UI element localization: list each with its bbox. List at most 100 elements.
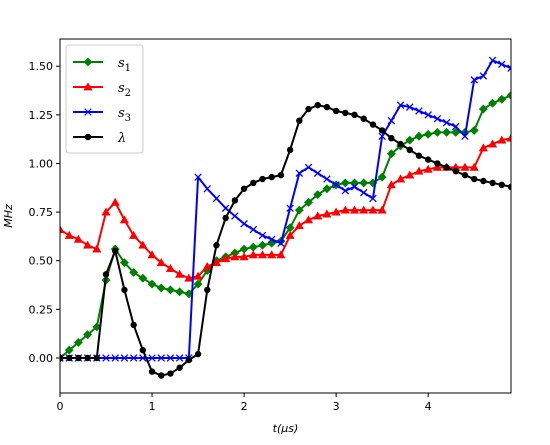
series-1-point	[239, 244, 249, 254]
series-4-point	[185, 356, 193, 364]
series-4-point	[305, 105, 312, 113]
series-4-point	[167, 370, 174, 377]
series-2-point	[423, 164, 433, 173]
series-4-point	[434, 160, 441, 167]
y-axis: 0.00 0.25 0.50 0.75 1.00 1.25 1.50	[29, 60, 60, 365]
series-2-point	[129, 230, 139, 239]
legend-label-subscript: 3	[125, 113, 131, 124]
series-2-point	[82, 240, 93, 249]
series-2-point	[184, 273, 194, 282]
series-3-point	[313, 169, 322, 177]
series-1-point	[294, 205, 304, 215]
series-4-point	[360, 115, 367, 122]
series-4-point	[213, 241, 220, 249]
legend-entry-4: λ	[73, 131, 126, 146]
series-4-point	[415, 152, 423, 159]
series-2-point	[138, 240, 148, 249]
series-2-point	[64, 230, 74, 239]
x-tick-label: 0	[57, 400, 64, 413]
series-4-point	[507, 183, 511, 191]
series-3-point	[350, 183, 359, 191]
series-3-point	[277, 239, 285, 247]
y-tick-label: 1.25	[29, 109, 54, 122]
series-2	[60, 133, 511, 282]
series-3-point	[387, 116, 396, 125]
series-4	[60, 101, 511, 379]
series-2-point	[202, 261, 212, 270]
series-4-point	[296, 117, 303, 124]
series-2-point	[147, 250, 157, 259]
series-4-point	[480, 177, 487, 185]
series-4-point	[176, 364, 183, 371]
series-2-point	[294, 221, 304, 230]
series-3-point	[231, 212, 239, 220]
series-1-point	[442, 127, 452, 137]
legend-label-subscript: 1	[125, 63, 131, 74]
series-2-point	[359, 205, 369, 214]
series-1-point	[73, 337, 83, 347]
series-3-point	[479, 72, 488, 80]
series-1-point	[175, 287, 185, 297]
series-4-point	[332, 107, 340, 115]
legend-marker	[83, 57, 93, 67]
series-3-point	[405, 103, 414, 111]
series-1-point	[478, 104, 488, 114]
series-1-point	[257, 240, 268, 250]
series-1-point	[469, 125, 479, 135]
series-2-point	[377, 205, 387, 214]
series-1-point	[313, 190, 323, 200]
legend-marker	[84, 133, 92, 141]
series-4-point	[102, 271, 110, 278]
series-2-point	[221, 254, 231, 263]
x-tick-label: 1	[149, 400, 156, 413]
series-4-point	[452, 168, 459, 175]
series-3-point	[332, 181, 340, 189]
series-3-point	[111, 354, 119, 362]
series-1-point	[405, 135, 415, 145]
series-4-point	[148, 368, 156, 375]
series-1-point	[129, 267, 139, 277]
series-4-point	[470, 175, 478, 183]
series-1-point	[138, 273, 148, 283]
x-tick-label: 3	[333, 400, 340, 413]
series-4-point	[231, 197, 239, 204]
y-tick-label: 0.25	[29, 303, 54, 316]
series-2-point	[322, 209, 332, 218]
legend-box	[65, 44, 144, 154]
series-1-point	[488, 98, 498, 108]
x-axis-label: t(μs)	[273, 422, 299, 435]
series-2-point	[110, 197, 120, 206]
series-1-point	[377, 172, 387, 182]
series-2-point	[119, 215, 130, 224]
series-4-point	[194, 350, 202, 358]
series-3-point	[194, 173, 202, 181]
series-4-point	[93, 354, 101, 362]
series-3-point	[323, 175, 331, 183]
series-2-point	[313, 211, 323, 220]
y-axis-label: MHz	[2, 204, 15, 228]
series-4-point	[130, 321, 137, 329]
series-1-point	[248, 242, 258, 252]
series-3-point	[166, 354, 175, 362]
series-4-point	[424, 156, 432, 163]
series-1-point	[165, 285, 176, 295]
series-4-point	[277, 171, 285, 179]
series-1-point	[386, 149, 396, 159]
y-tick-label: 0.75	[29, 206, 54, 219]
series-4-point	[158, 372, 165, 379]
series-4-point	[388, 134, 395, 142]
x-tick-label: 4	[425, 400, 432, 413]
series-1-point	[497, 94, 507, 104]
series-4-point	[268, 173, 275, 181]
series-3-point	[304, 163, 313, 172]
series-3-point	[240, 220, 248, 228]
series-1-point	[451, 127, 461, 137]
series-3-point	[341, 186, 350, 195]
series-2-point	[165, 263, 176, 272]
series-3-point	[359, 188, 368, 197]
series-4-point	[378, 127, 386, 134]
series-2-point	[506, 133, 511, 142]
series-3-point	[295, 169, 304, 177]
